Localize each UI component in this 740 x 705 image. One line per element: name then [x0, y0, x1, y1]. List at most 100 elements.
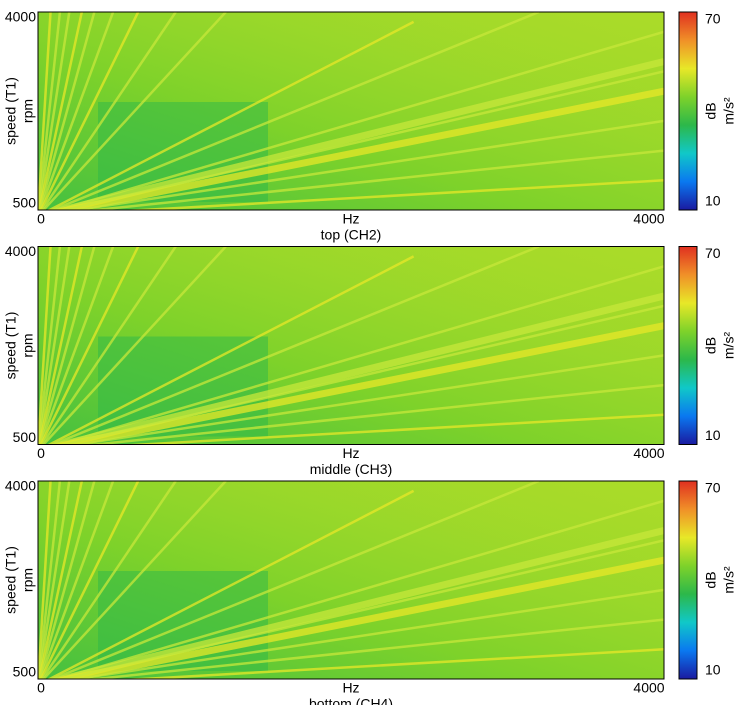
- x-tick-label: 0: [37, 211, 45, 227]
- order-line: [69, 119, 664, 210]
- order-line: [58, 539, 664, 679]
- chart-title: top (CH2): [321, 227, 382, 243]
- order-line: [38, 246, 71, 445]
- order-line: [38, 246, 96, 445]
- order-line: [38, 481, 52, 679]
- colorbar-label: dB: [703, 571, 719, 588]
- order-line: [40, 12, 177, 210]
- order-line: [46, 489, 415, 679]
- order-line: [83, 383, 664, 445]
- colorbar-unit: m/s²: [721, 332, 737, 360]
- y-axis-unit: rpm: [20, 568, 36, 592]
- x-tick-label: 4000: [633, 211, 664, 227]
- order-line: [49, 246, 540, 445]
- colorbar: [678, 480, 698, 680]
- order-line: [53, 499, 664, 679]
- order-line: [40, 246, 177, 445]
- order-line: [38, 246, 62, 445]
- order-line: [38, 12, 62, 210]
- colorbar-unit: m/s²: [721, 566, 737, 594]
- order-line: [38, 481, 62, 679]
- order-line: [49, 12, 540, 210]
- spectrogram: [38, 246, 664, 445]
- spectrogram: [38, 12, 664, 210]
- order-line: [50, 556, 664, 679]
- order-line: [39, 246, 140, 445]
- order-line: [46, 255, 415, 445]
- order-line: [47, 292, 664, 445]
- axes-frame: [37, 480, 665, 680]
- order-line: [49, 481, 540, 679]
- x-axis-label: Hz: [342, 445, 359, 461]
- chart-title: middle (CH3): [310, 461, 392, 477]
- order-line: [38, 481, 115, 679]
- order-line: [58, 70, 664, 210]
- y-tick-label: 500: [13, 195, 37, 211]
- y-axis-label: speed (T1): [3, 312, 19, 380]
- order-line: [38, 12, 115, 210]
- colorbar-tick-label: 70: [705, 245, 721, 261]
- order-line: [41, 481, 227, 679]
- order-line: [83, 149, 664, 210]
- y-tick-label: 500: [13, 664, 37, 680]
- colorbar-tick-label: 10: [705, 662, 721, 678]
- colorbar: [678, 11, 698, 211]
- order-line: [121, 648, 664, 679]
- y-axis-label: speed (T1): [3, 546, 19, 614]
- x-tick-label: 0: [37, 445, 45, 461]
- order-line: [69, 588, 664, 679]
- axes-frame: [37, 11, 665, 211]
- y-tick-label: 500: [13, 429, 37, 445]
- spectrogram: [38, 481, 664, 679]
- order-line: [38, 12, 71, 210]
- order-line: [41, 246, 227, 445]
- colorbar-label: dB: [703, 102, 719, 119]
- order-line: [69, 354, 664, 445]
- order-line: [83, 618, 664, 679]
- order-line: [38, 12, 52, 210]
- order-line: [39, 12, 140, 210]
- order-line: [121, 413, 664, 445]
- order-line: [50, 87, 664, 210]
- x-tick-label: 4000: [633, 445, 664, 461]
- order-line: [38, 481, 84, 679]
- y-axis-unit: rpm: [20, 333, 36, 357]
- chart-title: bottom (CH4): [309, 696, 393, 705]
- y-axis-label: speed (T1): [3, 77, 19, 145]
- axes-frame: [37, 246, 665, 445]
- colorbar-tick-label: 10: [705, 193, 721, 209]
- y-tick-label: 4000: [5, 478, 36, 494]
- y-tick-label: 4000: [5, 9, 36, 25]
- colorbar-unit: m/s²: [721, 97, 737, 125]
- y-tick-label: 4000: [5, 243, 36, 259]
- x-tick-label: 0: [37, 680, 45, 696]
- order-line: [38, 12, 96, 210]
- colorbar-tick-label: 70: [705, 480, 721, 496]
- colorbar-label: dB: [703, 337, 719, 354]
- order-line: [38, 246, 115, 445]
- colorbar-tick-label: 10: [705, 427, 721, 443]
- colorbar-tick-label: 70: [705, 11, 721, 27]
- order-line: [53, 265, 664, 445]
- order-line: [38, 481, 96, 679]
- order-line: [38, 246, 52, 445]
- order-line: [39, 481, 140, 679]
- order-line: [40, 481, 177, 679]
- order-line: [53, 30, 664, 210]
- x-tick-label: 4000: [633, 680, 664, 696]
- order-line: [46, 20, 415, 210]
- order-line: [41, 12, 227, 210]
- order-line: [38, 12, 84, 210]
- order-line: [38, 481, 71, 679]
- y-axis-unit: rpm: [20, 99, 36, 123]
- order-line: [47, 58, 664, 210]
- order-line: [38, 246, 84, 445]
- order-line: [47, 527, 664, 679]
- x-axis-label: Hz: [342, 211, 359, 227]
- order-line: [121, 179, 664, 210]
- order-line: [58, 304, 664, 445]
- order-line: [50, 322, 664, 445]
- colorbar: [678, 246, 698, 445]
- x-axis-label: Hz: [342, 680, 359, 696]
